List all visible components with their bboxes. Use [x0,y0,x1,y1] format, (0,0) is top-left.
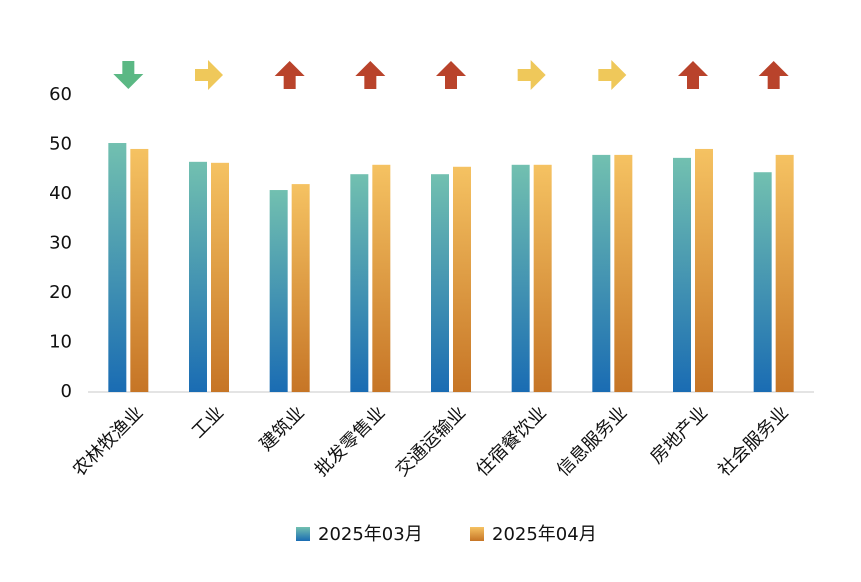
bar [269,190,288,392]
legend-label: 2025年04月 [492,524,597,545]
y-tick-label: 60 [49,84,72,105]
x-tick-label: 交通运输业 [392,402,470,480]
y-tick-label: 10 [49,332,72,353]
bar [453,166,471,392]
trend-arrow [113,61,144,89]
trend-arrow [598,60,627,90]
bar [291,184,310,392]
x-tick-label: 批发零售业 [311,402,389,480]
trend-arrow-shape [517,60,546,90]
trend-arrow-shape [113,61,144,89]
bar [108,143,127,392]
bar [695,148,713,392]
x-tick-label: 社会服务业 [714,402,792,480]
bar [189,161,207,392]
x-tick-label: 住宿餐饮业 [472,402,550,480]
trend-arrow-shape [355,61,386,89]
x-tick-label: 工业 [188,402,228,442]
x-tick-label: 建筑业 [256,402,309,455]
bar [431,174,449,392]
bar [533,164,552,392]
bar [592,154,611,392]
trend-arrow-shape [758,61,789,89]
bar [753,172,772,392]
x-tick-label: 信息服务业 [553,402,631,480]
trend-arrow-shape [195,60,223,90]
y-tick-label: 50 [49,134,72,155]
trend-arrow [517,60,546,90]
trend-arrow [758,61,789,89]
bar [372,164,391,392]
y-tick-label: 30 [49,233,72,254]
x-tick-label: 农林牧渔业 [69,402,147,480]
bar [211,162,229,392]
y-tick-label: 0 [61,381,72,402]
trend-arrow-shape [598,60,627,90]
trend-arrow [436,61,466,89]
y-tick-label: 20 [49,282,72,303]
y-tick-label: 40 [49,183,72,204]
trend-arrow-shape [678,61,708,89]
trend-arrow [195,60,223,90]
trend-arrow [678,61,708,89]
bar [511,164,530,392]
trend-arrow-shape [274,61,305,89]
legend-swatch [296,527,310,541]
legend-label: 2025年03月 [318,524,423,545]
bar [673,157,691,392]
bar [130,148,149,392]
trend-arrow [274,61,305,89]
bar [350,174,369,392]
bar [614,154,633,392]
trend-arrow-shape [436,61,466,89]
trend-arrow [355,61,386,89]
bar [775,154,794,392]
legend-swatch [470,527,484,541]
x-tick-label: 房地产业 [646,402,712,468]
